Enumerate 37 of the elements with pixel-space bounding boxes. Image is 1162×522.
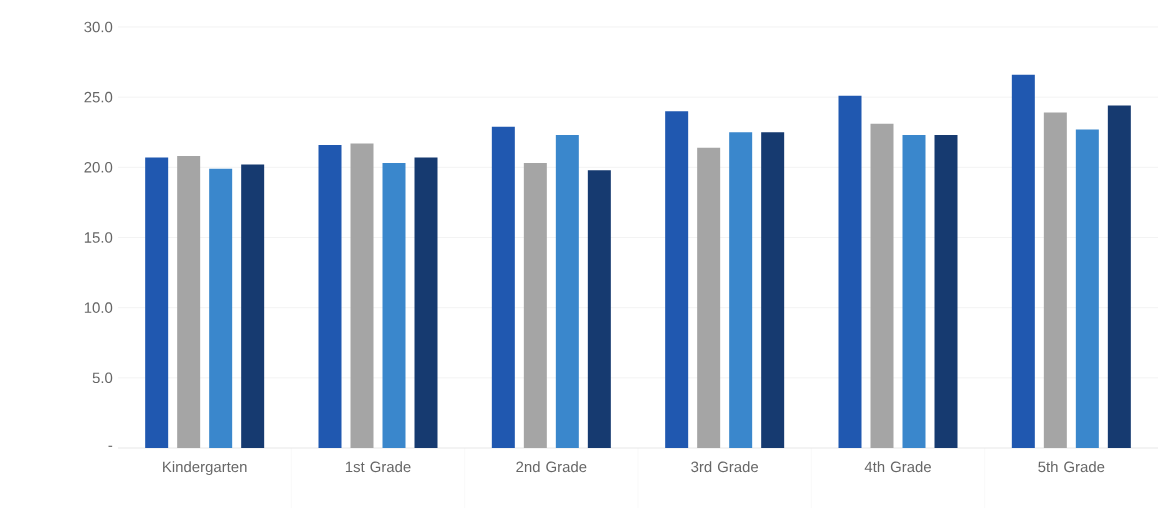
bar: [934, 135, 958, 448]
x-tick-label: 5th Grade: [1038, 461, 1105, 473]
x-tick-label: 2nd Grade: [516, 461, 587, 473]
bar: [350, 143, 374, 448]
bar: [1043, 112, 1067, 448]
x-tick-label: Kindergarten: [163, 461, 247, 476]
bar: [729, 132, 753, 448]
x-tick-label: 1st Grade: [345, 461, 411, 473]
bar: [414, 157, 438, 448]
y-tick-label: -: [108, 445, 113, 447]
bar: [870, 123, 894, 448]
bar: [491, 126, 515, 448]
bar: [1075, 129, 1099, 448]
y-tick-label: 25.0: [84, 91, 113, 103]
bar: [1011, 74, 1035, 448]
bar: [241, 164, 265, 448]
bar: [523, 163, 547, 448]
x-tick-label: 3rd Grade: [691, 461, 759, 473]
bar: [697, 147, 721, 448]
bar: [665, 111, 689, 448]
bar: [382, 163, 406, 448]
bar: [209, 168, 233, 448]
bar: [145, 157, 169, 448]
bar: [587, 170, 611, 448]
bar: [177, 156, 201, 448]
bar: [1107, 105, 1131, 448]
y-tick-label: 5.0: [92, 372, 113, 384]
bar: [902, 135, 926, 448]
bar: [838, 95, 862, 448]
x-tick-label: 4th Grade: [864, 461, 931, 473]
y-tick-label: 10.0: [84, 302, 113, 313]
y-tick-label: 15.0: [84, 232, 113, 243]
bar: [318, 144, 342, 448]
y-tick-label: 30.0: [84, 21, 113, 33]
bar: [555, 135, 579, 448]
y-tick-label: 20.0: [84, 162, 113, 173]
bar: [761, 132, 785, 448]
